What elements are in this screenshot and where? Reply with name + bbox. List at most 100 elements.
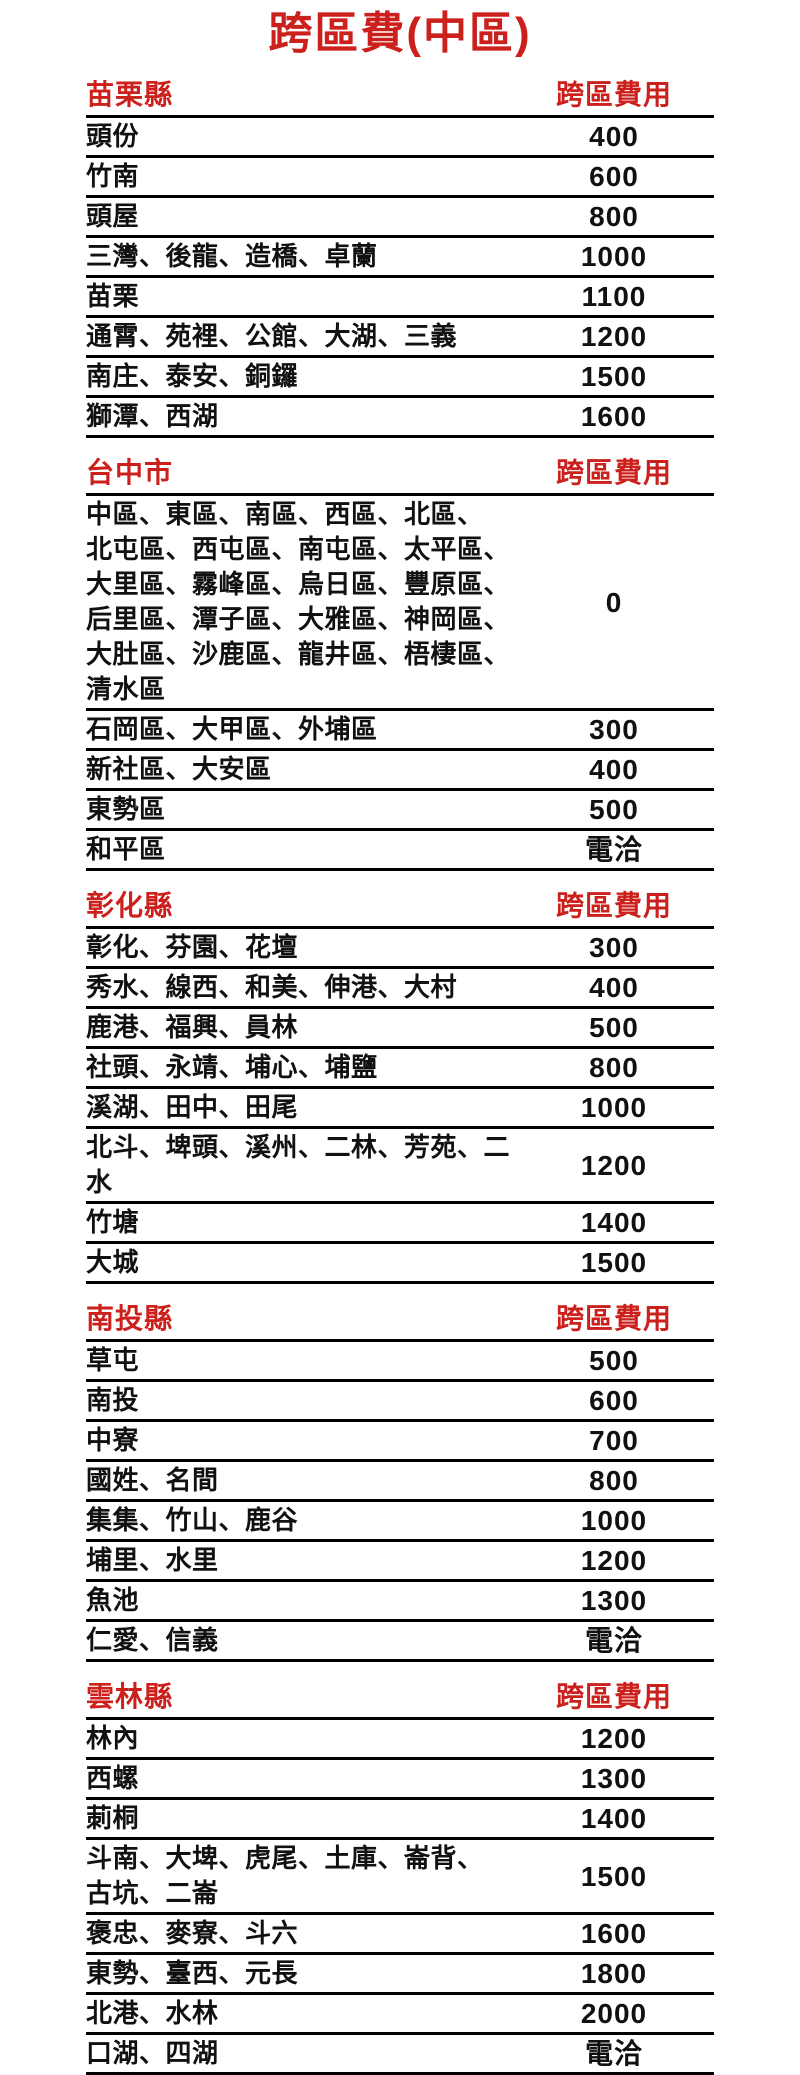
fee-cell: 1300 [580, 1585, 648, 1616]
fee-cell: 1600 [580, 401, 648, 432]
area-cell: 斗南、大埤、虎尾、土庫、崙背、 古坑、二崙 [86, 1843, 484, 1908]
table-row: 林內 1200 [86, 1720, 714, 1760]
fee-cell: 1200 [580, 1149, 648, 1181]
fee-cell: 300 [589, 932, 639, 963]
table-row: 斗南、大埤、虎尾、土庫、崙背、 古坑、二崙 1500 [86, 1840, 714, 1915]
table-row: 褒忠、麥寮、斗六 1600 [86, 1915, 714, 1955]
table-row: 北斗、埤頭、溪州、二林、芳苑、二水 1200 [86, 1129, 714, 1204]
fee-column-header: 跨區費用 [555, 457, 672, 488]
area-cell: 竹塘 [86, 1207, 140, 1237]
table-row: 口湖、四湖 電洽 [86, 2035, 714, 2075]
fee-cell: 500 [589, 1012, 639, 1043]
area-cell: 彰化、芬園、花壇 [86, 932, 299, 962]
table-row: 中區、東區、南區、西區、北區、 北屯區、西屯區、南屯區、太平區、 大里區、霧峰區… [86, 496, 714, 711]
table-row: 南投 600 [86, 1382, 714, 1422]
fee-cell: 2000 [580, 1998, 648, 2029]
fee-cell: 600 [589, 161, 639, 192]
fee-cell: 800 [589, 1052, 639, 1083]
fee-cell: 800 [589, 201, 639, 232]
area-cell: 中區、東區、南區、西區、北區、 北屯區、西屯區、南屯區、太平區、 大里區、霧峰區… [86, 499, 511, 704]
table-row: 莿桐 1400 [86, 1800, 714, 1840]
table-row: 東勢、臺西、元長 1800 [86, 1955, 714, 1995]
fee-section: 台中市 跨區費用 中區、東區、南區、西區、北區、 北屯區、西屯區、南屯區、太平區… [86, 458, 714, 871]
table-row: 中寮 700 [86, 1422, 714, 1462]
fee-section: 雲林縣 跨區費用 林內 1200 西螺 1300 莿桐 1400 斗南、大埤、虎… [86, 1682, 714, 2075]
section-rows: 彰化、芬園、花壇 300 秀水、線西、和美、伸港、大村 400 鹿港、福興、員林… [86, 929, 714, 1284]
table-row: 草屯 500 [86, 1342, 714, 1382]
fee-section: 彰化縣 跨區費用 彰化、芬園、花壇 300 秀水、線西、和美、伸港、大村 400… [86, 891, 714, 1284]
section-rows: 草屯 500 南投 600 中寮 700 國姓、名間 800 集集、竹山、鹿谷 … [86, 1342, 714, 1662]
area-cell: 口湖、四湖 [86, 2038, 219, 2068]
fee-cell: 1100 [581, 281, 647, 312]
fee-cell: 500 [589, 794, 639, 825]
fee-cell: 1800 [580, 1958, 648, 1989]
table-row: 竹塘 1400 [86, 1204, 714, 1244]
section-title: 台中市 [86, 457, 174, 488]
fee-cell: 500 [589, 1345, 639, 1376]
table-row: 南庄、泰安、銅鑼 1500 [86, 358, 714, 398]
table-row: 國姓、名間 800 [86, 1462, 714, 1502]
table-row: 和平區 電洽 [86, 831, 714, 871]
area-cell: 通霄、苑裡、公館、大湖、三義 [86, 321, 458, 351]
area-cell: 東勢區 [86, 794, 166, 824]
area-cell: 北港、水林 [86, 1998, 219, 2028]
area-cell: 溪湖、田中、田尾 [86, 1092, 299, 1122]
fee-cell: 1600 [580, 1918, 648, 1949]
table-row: 大城 1500 [86, 1244, 714, 1284]
area-cell: 和平區 [86, 834, 166, 864]
fee-cell: 1400 [580, 1207, 648, 1238]
fee-cell: 400 [589, 754, 639, 785]
table-row: 頭屋 800 [86, 198, 714, 238]
fee-cell: 700 [589, 1425, 639, 1456]
area-cell: 秀水、線西、和美、伸港、大村 [86, 972, 458, 1002]
area-cell: 埔里、水里 [86, 1545, 219, 1575]
section-title: 雲林縣 [86, 1681, 174, 1712]
section-header: 苗栗縣 跨區費用 [86, 80, 714, 118]
table-row: 西螺 1300 [86, 1760, 714, 1800]
table-row: 仁愛、信義 電洽 [86, 1622, 714, 1662]
area-cell: 林內 [86, 1723, 140, 1753]
area-cell: 社頭、永靖、埔心、埔鹽 [86, 1052, 378, 1082]
area-cell: 大城 [86, 1247, 140, 1277]
fee-cell: 1400 [580, 1803, 648, 1834]
table-row: 埔里、水里 1200 [86, 1542, 714, 1582]
table-row: 石岡區、大甲區、外埔區 300 [86, 711, 714, 751]
area-cell: 新社區、大安區 [86, 754, 272, 784]
fee-cell: 1500 [580, 361, 648, 392]
page-title: 跨區費(中區) [268, 9, 532, 58]
table-row: 三灣、後龍、造橋、卓蘭 1000 [86, 238, 714, 278]
fee-notice-page: 跨區費(中區) 苗栗縣 跨區費用 頭份 400 竹南 600 頭屋 800 三灣… [0, 8, 800, 2075]
fee-cell: 1000 [580, 241, 648, 272]
fee-cell: 0 [605, 586, 623, 618]
section-title: 彰化縣 [86, 890, 174, 921]
fee-section: 南投縣 跨區費用 草屯 500 南投 600 中寮 700 國姓、名間 800 … [86, 1304, 714, 1662]
area-cell: 竹南 [86, 161, 140, 191]
fee-cell: 1200 [580, 321, 648, 352]
fee-cell: 1000 [580, 1092, 648, 1123]
fee-cell: 600 [589, 1385, 639, 1416]
fee-cell: 800 [589, 1465, 639, 1496]
fee-cell: 1000 [580, 1505, 648, 1536]
section-header: 雲林縣 跨區費用 [86, 1682, 714, 1720]
fee-column-header: 跨區費用 [555, 1681, 672, 1712]
fee-cell: 300 [589, 714, 639, 745]
table-row: 集集、竹山、鹿谷 1000 [86, 1502, 714, 1542]
area-cell: 南投 [86, 1385, 140, 1415]
area-cell: 頭屋 [86, 201, 140, 231]
section-header: 台中市 跨區費用 [86, 458, 714, 496]
area-cell: 集集、竹山、鹿谷 [86, 1505, 299, 1535]
area-cell: 魚池 [86, 1585, 140, 1615]
area-cell: 三灣、後龍、造橋、卓蘭 [86, 241, 378, 271]
area-cell: 莿桐 [86, 1803, 140, 1833]
fee-cell: 電洽 [584, 834, 643, 865]
fee-table: 苗栗縣 跨區費用 頭份 400 竹南 600 頭屋 800 三灣、後龍、造橋、卓… [86, 80, 714, 2075]
table-row: 新社區、大安區 400 [86, 751, 714, 791]
area-cell: 仁愛、信義 [86, 1625, 219, 1655]
fee-section: 苗栗縣 跨區費用 頭份 400 竹南 600 頭屋 800 三灣、後龍、造橋、卓… [86, 80, 714, 438]
table-row: 鹿港、福興、員林 500 [86, 1009, 714, 1049]
fee-cell: 電洽 [584, 1625, 643, 1656]
area-cell: 石岡區、大甲區、外埔區 [86, 714, 378, 744]
table-row: 竹南 600 [86, 158, 714, 198]
section-rows: 林內 1200 西螺 1300 莿桐 1400 斗南、大埤、虎尾、土庫、崙背、 … [86, 1720, 714, 2075]
table-row: 社頭、永靖、埔心、埔鹽 800 [86, 1049, 714, 1089]
